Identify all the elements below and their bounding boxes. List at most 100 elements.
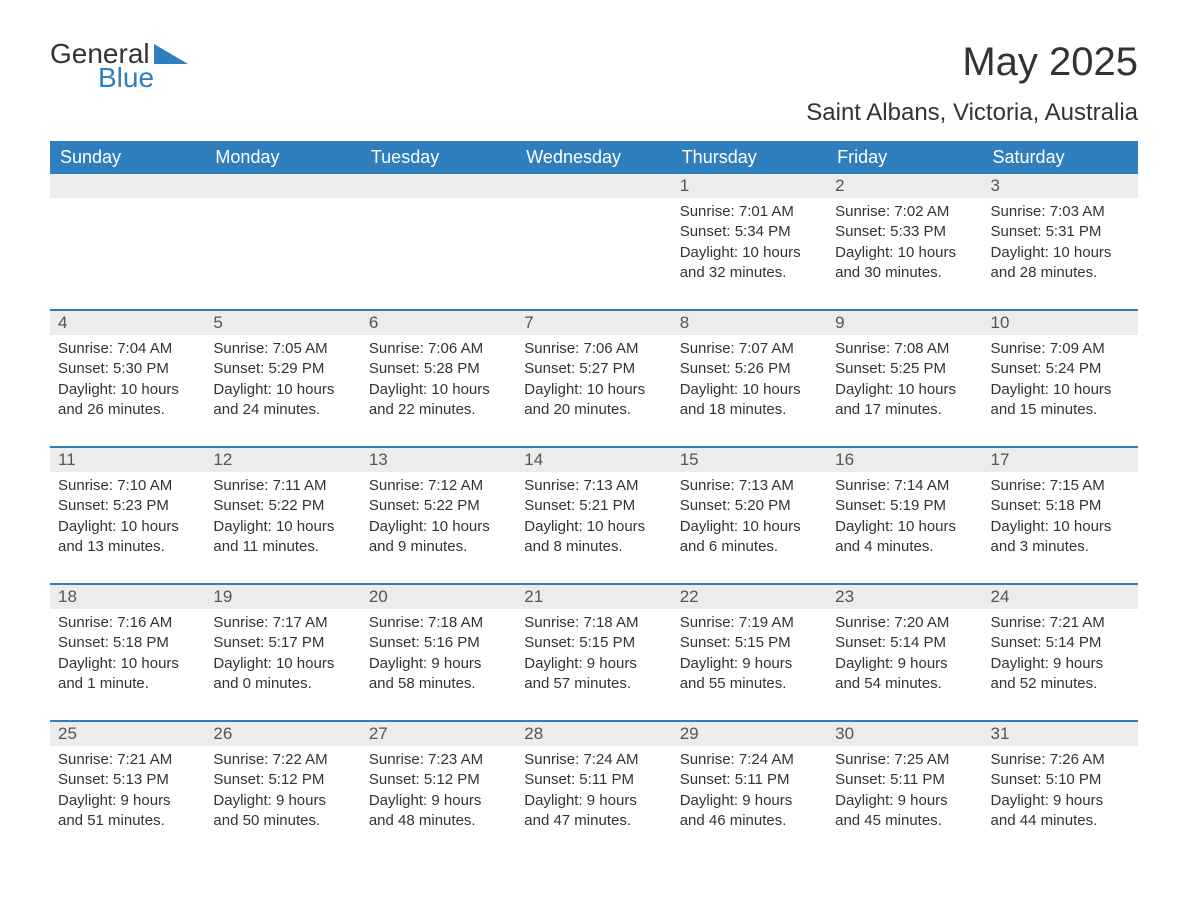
- daylight-text: Daylight: 9 hours and 47 minutes.: [524, 791, 663, 832]
- calendar-cell: 1Sunrise: 7:01 AMSunset: 5:34 PMDaylight…: [672, 174, 827, 310]
- sunrise-text: Sunrise: 7:15 AM: [991, 476, 1130, 496]
- day-number: 7: [516, 311, 671, 335]
- day-number: 6: [361, 311, 516, 335]
- calendar-cell: 7Sunrise: 7:06 AMSunset: 5:27 PMDaylight…: [516, 310, 671, 447]
- dayname-sunday: Sunday: [50, 141, 205, 174]
- day-number: 29: [672, 722, 827, 746]
- sunset-text: Sunset: 5:26 PM: [680, 359, 819, 379]
- sunset-text: Sunset: 5:15 PM: [680, 633, 819, 653]
- daylight-text: Daylight: 10 hours and 11 minutes.: [213, 517, 352, 558]
- sunset-text: Sunset: 5:20 PM: [680, 496, 819, 516]
- calendar-cell: 2 Sunrise: 7:02 AMSunset: 5:33 PMDaylight…: [827, 174, 982, 310]
- daylight-text: Daylight: 9 hours and 52 minutes.: [991, 654, 1130, 695]
- day-number: [50, 174, 205, 198]
- day-number: 23: [827, 585, 982, 609]
- day-number: 17: [983, 448, 1138, 472]
- calendar-cell: 28Sunrise: 7:24 AMSunset: 5:11 PMDayligh…: [516, 721, 671, 857]
- calendar-cell: 5Sunrise: 7:05 AMSunset: 5:29 PMDaylight…: [205, 310, 360, 447]
- day-number: 8: [672, 311, 827, 335]
- daylight-text: Daylight: 10 hours and 30 minutes.: [835, 243, 974, 284]
- dayname-saturday: Saturday: [983, 141, 1138, 174]
- daylight-text: Daylight: 9 hours and 45 minutes.: [835, 791, 974, 832]
- sunrise-text: Sunrise: 7:16 AM: [58, 613, 197, 633]
- day-number: 27: [361, 722, 516, 746]
- dayname-row: Sunday Monday Tuesday Wednesday Thursday…: [50, 141, 1138, 174]
- sunrise-text: Sunrise: 7:23 AM: [369, 750, 508, 770]
- sunset-text: Sunset: 5:16 PM: [369, 633, 508, 653]
- day-number: 16: [827, 448, 982, 472]
- daylight-text: Daylight: 10 hours and 32 minutes.: [680, 243, 819, 284]
- day-number: 2: [827, 174, 982, 198]
- calendar-cell: 4Sunrise: 7:04 AMSunset: 5:30 PMDaylight…: [50, 310, 205, 447]
- calendar-cell: 12Sunrise: 7:11 AMSunset: 5:22 PMDayligh…: [205, 447, 360, 584]
- sunset-text: Sunset: 5:10 PM: [991, 770, 1130, 790]
- sunrise-text: Sunrise: 7:25 AM: [835, 750, 974, 770]
- daylight-text: Daylight: 10 hours and 3 minutes.: [991, 517, 1130, 558]
- sunset-text: Sunset: 5:23 PM: [58, 496, 197, 516]
- day-number: 21: [516, 585, 671, 609]
- sunrise-text: Sunrise: 7:17 AM: [213, 613, 352, 633]
- sunset-text: Sunset: 5:13 PM: [58, 770, 197, 790]
- day-number: 1: [672, 174, 827, 198]
- calendar-cell: 21Sunrise: 7:18 AMSunset: 5:15 PMDayligh…: [516, 584, 671, 721]
- sunrise-text: Sunrise: 7:06 AM: [524, 339, 663, 359]
- sunset-text: Sunset: 5:24 PM: [991, 359, 1130, 379]
- daylight-text: Daylight: 10 hours and 22 minutes.: [369, 380, 508, 421]
- day-number: 5: [205, 311, 360, 335]
- calendar-cell: 10Sunrise: 7:09 AMSunset: 5:24 PMDayligh…: [983, 310, 1138, 447]
- calendar-cell: 22 Sunrise: 7:19 AMSunset: 5:15 PMDayligh…: [672, 584, 827, 721]
- day-number: 14: [516, 448, 671, 472]
- calendar-cell: [205, 174, 360, 310]
- daylight-text: Daylight: 10 hours and 17 minutes.: [835, 380, 974, 421]
- daylight-text: Daylight: 10 hours and 9 minutes.: [369, 517, 508, 558]
- daylight-text: Daylight: 9 hours and 44 minutes.: [991, 791, 1130, 832]
- day-number: [516, 174, 671, 198]
- sunrise-text: Sunrise: 7:11 AM: [213, 476, 352, 496]
- calendar-cell: 30Sunrise: 7:25 AMSunset: 5:11 PMDayligh…: [827, 721, 982, 857]
- day-number: 13: [361, 448, 516, 472]
- sunset-text: Sunset: 5:33 PM: [835, 222, 974, 242]
- calendar-week: 1Sunrise: 7:01 AMSunset: 5:34 PMDaylight…: [50, 174, 1138, 310]
- sunset-text: Sunset: 5:22 PM: [369, 496, 508, 516]
- calendar-cell: 25Sunrise: 7:21 AMSunset: 5:13 PMDayligh…: [50, 721, 205, 857]
- sunrise-text: Sunrise: 7:02 AM: [835, 202, 974, 222]
- day-number: 9: [827, 311, 982, 335]
- sunset-text: Sunset: 5:34 PM: [680, 222, 819, 242]
- day-number: 24: [983, 585, 1138, 609]
- calendar-cell: 23Sunrise: 7:20 AMSunset: 5:14 PMDayligh…: [827, 584, 982, 721]
- day-number: 19: [205, 585, 360, 609]
- calendar-cell: 14Sunrise: 7:13 AMSunset: 5:21 PMDayligh…: [516, 447, 671, 584]
- calendar-week: 18Sunrise: 7:16 AMSunset: 5:18 PMDayligh…: [50, 584, 1138, 721]
- calendar-week: 25Sunrise: 7:21 AMSunset: 5:13 PMDayligh…: [50, 721, 1138, 857]
- dayname-monday: Monday: [205, 141, 360, 174]
- sunset-text: Sunset: 5:14 PM: [991, 633, 1130, 653]
- day-number: 30: [827, 722, 982, 746]
- daylight-text: Daylight: 10 hours and 15 minutes.: [991, 380, 1130, 421]
- daylight-text: Daylight: 9 hours and 51 minutes.: [58, 791, 197, 832]
- day-number: 20: [361, 585, 516, 609]
- dayname-wednesday: Wednesday: [516, 141, 671, 174]
- sunset-text: Sunset: 5:18 PM: [991, 496, 1130, 516]
- day-number: [361, 174, 516, 198]
- daylight-text: Daylight: 10 hours and 6 minutes.: [680, 517, 819, 558]
- sunset-text: Sunset: 5:18 PM: [58, 633, 197, 653]
- sunset-text: Sunset: 5:22 PM: [213, 496, 352, 516]
- day-number: 22: [672, 585, 827, 609]
- logo-word-2: Blue: [98, 64, 188, 92]
- page-title: May 2025: [806, 40, 1138, 85]
- day-number: 11: [50, 448, 205, 472]
- calendar-cell: 9Sunrise: 7:08 AMSunset: 5:25 PMDaylight…: [827, 310, 982, 447]
- sunset-text: Sunset: 5:30 PM: [58, 359, 197, 379]
- sunrise-text: Sunrise: 7:22 AM: [213, 750, 352, 770]
- daylight-text: Daylight: 9 hours and 46 minutes.: [680, 791, 819, 832]
- sunrise-text: Sunrise: 7:19 AM: [680, 613, 819, 633]
- daylight-text: Daylight: 10 hours and 0 minutes.: [213, 654, 352, 695]
- location-subtitle: Saint Albans, Victoria, Australia: [806, 99, 1138, 127]
- sunrise-text: Sunrise: 7:03 AM: [991, 202, 1130, 222]
- day-number: 15: [672, 448, 827, 472]
- daylight-text: Daylight: 9 hours and 55 minutes.: [680, 654, 819, 695]
- day-number: 31: [983, 722, 1138, 746]
- calendar-week: 11Sunrise: 7:10 AMSunset: 5:23 PMDayligh…: [50, 447, 1138, 584]
- dayname-thursday: Thursday: [672, 141, 827, 174]
- calendar-cell: 15Sunrise: 7:13 AMSunset: 5:20 PMDayligh…: [672, 447, 827, 584]
